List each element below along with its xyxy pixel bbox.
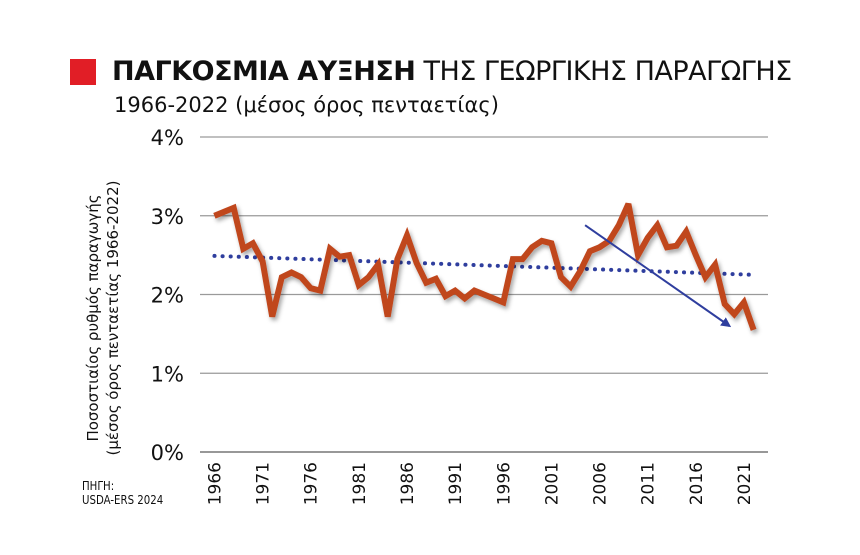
x-tick-label: 2021 bbox=[735, 462, 755, 505]
gridlines bbox=[200, 136, 768, 453]
decline-trend-arrow bbox=[584, 224, 732, 328]
source-label: ΠΗΓΗ: bbox=[82, 479, 115, 493]
y-tick-label: 3% bbox=[151, 205, 184, 229]
title-bold: ΠΑΓΚΟΣΜΙΑ ΑΥΞΗΣΗ bbox=[112, 56, 416, 87]
source-value: USDA-ERS 2024 bbox=[82, 493, 164, 507]
y-axis-title-line1: Ποσοστιαίος ρυθμός παραγωγής bbox=[84, 194, 102, 441]
y-tick-label: 2% bbox=[151, 284, 184, 308]
y-tick-labels: 0% 1% 2% 3% 4% bbox=[151, 126, 184, 465]
x-tick-label: 1966 bbox=[205, 462, 225, 505]
x-tick-label: 1991 bbox=[446, 462, 466, 505]
y-tick-label: 4% bbox=[151, 126, 184, 150]
title-marker-square bbox=[70, 58, 96, 85]
x-tick-label: 2011 bbox=[639, 462, 659, 505]
source-note: ΠΗΓΗ: USDA-ERS 2024 bbox=[82, 479, 163, 507]
x-tick-label: 2016 bbox=[687, 462, 707, 505]
chart-subtitle: 1966-2022 (μέσος όρος πενταετίας) bbox=[114, 93, 499, 117]
y-axis-title-line2: (μέσος όρος πενταετίας 1966-2022) bbox=[104, 181, 122, 456]
y-tick-label: 0% bbox=[151, 441, 184, 465]
trend-line-dotted bbox=[212, 253, 756, 277]
x-tick-label: 1971 bbox=[254, 462, 274, 505]
series-group bbox=[212, 202, 757, 331]
x-tick-label: 1986 bbox=[398, 462, 418, 505]
production-growth-line bbox=[213, 202, 757, 331]
y-tick-label: 1% bbox=[151, 362, 184, 386]
x-tick-label: 1981 bbox=[350, 462, 370, 505]
title-text: ΠΑΓΚΟΣΜΙΑ ΑΥΞΗΣΗ ΤΗΣ ΓΕΩΡΓΙΚΗΣ ΠΑΡΑΓΩΓΗΣ bbox=[112, 56, 792, 87]
chart-title: ΠΑΓΚΟΣΜΙΑ ΑΥΞΗΣΗ ΤΗΣ ΓΕΩΡΓΙΚΗΣ ΠΑΡΑΓΩΓΗΣ bbox=[70, 56, 792, 87]
x-tick-label: 1976 bbox=[302, 462, 322, 505]
x-tick-label: 2001 bbox=[542, 462, 562, 505]
title-rest: ΤΗΣ ΓΕΩΡΓΙΚΗΣ ΠΑΡΑΓΩΓΗΣ bbox=[423, 56, 792, 87]
y-axis-title: Ποσοστιαίος ρυθμός παραγωγής (μέσος όρος… bbox=[84, 181, 122, 456]
x-tick-label: 1996 bbox=[494, 462, 514, 505]
x-tick-labels: 1966 1971 1976 1981 1986 1991 1996 2001 2006 2011… bbox=[205, 462, 754, 505]
x-tick-label: 2006 bbox=[591, 462, 611, 505]
